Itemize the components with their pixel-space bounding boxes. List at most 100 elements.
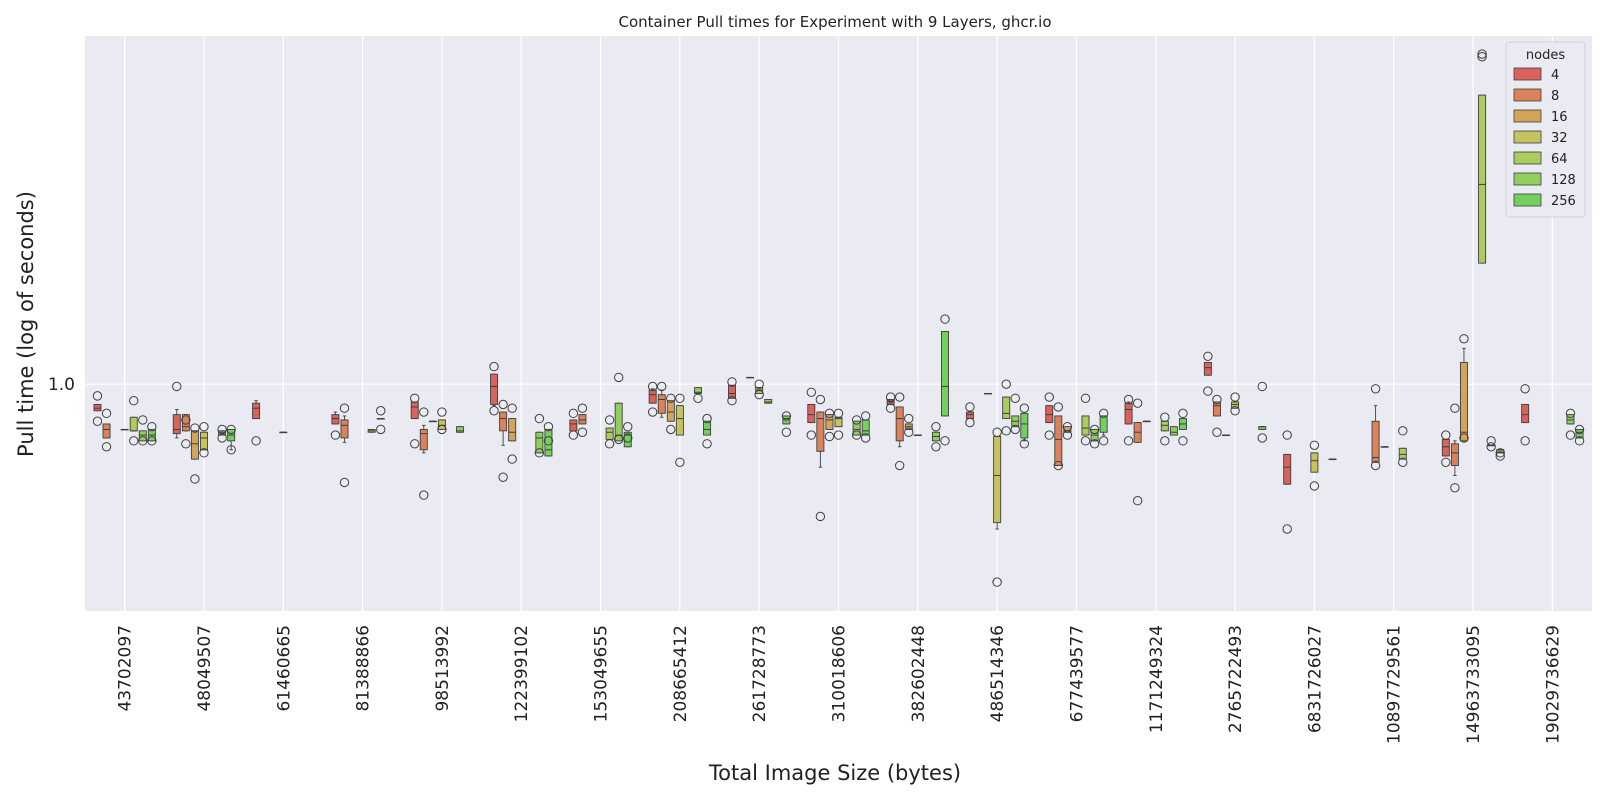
outlier-point <box>1098 408 1109 419</box>
box-nodes-16 <box>1062 421 1073 440</box>
box-nodes-256 <box>1098 408 1109 446</box>
box-nodes-4 <box>806 387 817 440</box>
outlier-point <box>613 434 624 445</box>
outlier-point <box>1477 49 1487 59</box>
outlier-point <box>1450 403 1460 413</box>
outlier-point <box>931 421 941 432</box>
outlier-point <box>1212 394 1222 405</box>
outlier-point <box>1089 424 1100 435</box>
outlier-point <box>1001 426 1011 436</box>
x-tick-label: 98513992 <box>433 625 453 712</box>
outlier-point <box>647 407 658 417</box>
box-nodes-128 <box>456 426 465 433</box>
outlier-point <box>190 423 200 433</box>
outlier-point <box>815 511 826 522</box>
legend-swatch <box>1513 109 1542 123</box>
box-nodes-8 <box>498 399 508 482</box>
outlier-point <box>507 403 517 413</box>
box-nodes-16 <box>1459 334 1469 443</box>
box-nodes-4 <box>251 400 261 446</box>
outlier-point <box>1574 424 1585 435</box>
box-nodes-256 <box>940 314 950 446</box>
box-nodes-256 <box>543 421 554 457</box>
box-iqr <box>569 419 578 432</box>
box-iqr <box>852 420 861 436</box>
legend-entry-label: 128 <box>1551 173 1576 188</box>
box-iqr <box>252 402 261 420</box>
outlier-point <box>101 442 112 452</box>
box-nodes-256 <box>860 411 871 443</box>
box-iqr <box>172 414 181 435</box>
box-nodes-4 <box>1044 392 1054 440</box>
outlier-point <box>851 415 862 425</box>
box-nodes-64 <box>1160 412 1170 446</box>
box-nodes-16 <box>746 376 755 379</box>
box-nodes-8 <box>577 403 588 437</box>
outlier-point <box>1520 384 1530 394</box>
outlier-point <box>940 314 950 324</box>
outlier-point <box>1160 436 1170 446</box>
box-iqr <box>861 419 870 436</box>
box-nodes-4 <box>410 393 420 449</box>
x-tick-label: 208665412 <box>671 625 691 722</box>
box-nodes-32 <box>437 407 447 435</box>
x-tick-label: 10897729561 <box>1385 625 1405 744</box>
outlier-point <box>534 413 545 424</box>
box-iqr <box>410 401 419 420</box>
box-nodes-256 <box>1574 424 1585 446</box>
box-nodes-256 <box>1019 403 1030 449</box>
box-nodes-32 <box>913 434 922 437</box>
box-nodes-256 <box>781 411 792 437</box>
outlier-point <box>851 430 862 440</box>
outlier-point <box>568 430 579 440</box>
outlier-point <box>138 436 148 446</box>
box-iqr <box>456 426 465 433</box>
outlier-point <box>1441 457 1451 468</box>
box-iqr <box>138 430 147 442</box>
legend-entry-label: 8 <box>1551 89 1559 104</box>
outlier-point <box>992 577 1002 587</box>
box-iqr <box>1203 361 1212 376</box>
box-iqr <box>993 436 1002 524</box>
box-nodes-256 <box>1495 448 1505 461</box>
outlier-point <box>1010 393 1020 403</box>
box-nodes-32 <box>1230 392 1240 416</box>
box-nodes-16 <box>190 423 200 484</box>
outlier-point <box>226 424 236 435</box>
box-nodes-128 <box>693 387 703 403</box>
outlier-point <box>577 427 588 437</box>
box-iqr <box>1521 403 1530 424</box>
box-nodes-128 <box>613 372 624 445</box>
box-nodes-8 <box>1212 394 1222 437</box>
x-tick-label: 1171249324 <box>1147 625 1167 733</box>
outlier-point <box>339 403 350 413</box>
legend-swatch <box>1513 193 1542 207</box>
axis-ticks: 1.0 43702097 48049507 61460665 81388866 98513… <box>48 375 1563 744</box>
outlier-point <box>1019 439 1030 449</box>
legend-swatch <box>1513 130 1542 144</box>
box-nodes-16 <box>904 413 914 437</box>
outlier-point <box>1123 436 1134 446</box>
outlier-point <box>824 431 835 442</box>
box-iqr <box>703 420 712 436</box>
outlier-point <box>489 361 499 372</box>
box-nodes-8 <box>1053 402 1064 471</box>
box-iqr <box>1231 401 1240 409</box>
box-iqr <box>1212 401 1221 417</box>
box-nodes-64 <box>764 399 773 404</box>
box-iqr <box>1099 415 1108 433</box>
outlier-point <box>965 417 975 428</box>
box-iqr <box>614 402 623 442</box>
box-nodes-128 <box>851 415 862 440</box>
outlier-point <box>534 448 545 458</box>
outlier-point <box>1203 351 1213 361</box>
outlier-point <box>675 393 685 403</box>
box-nodes-8 <box>101 408 112 452</box>
outlier-point <box>1477 52 1487 62</box>
outlier-point <box>1178 436 1188 446</box>
outlier-point <box>129 436 139 446</box>
box-nodes-4 <box>568 408 579 440</box>
outlier-point <box>833 408 844 419</box>
outlier-point <box>702 439 712 449</box>
outlier-point <box>181 415 191 425</box>
